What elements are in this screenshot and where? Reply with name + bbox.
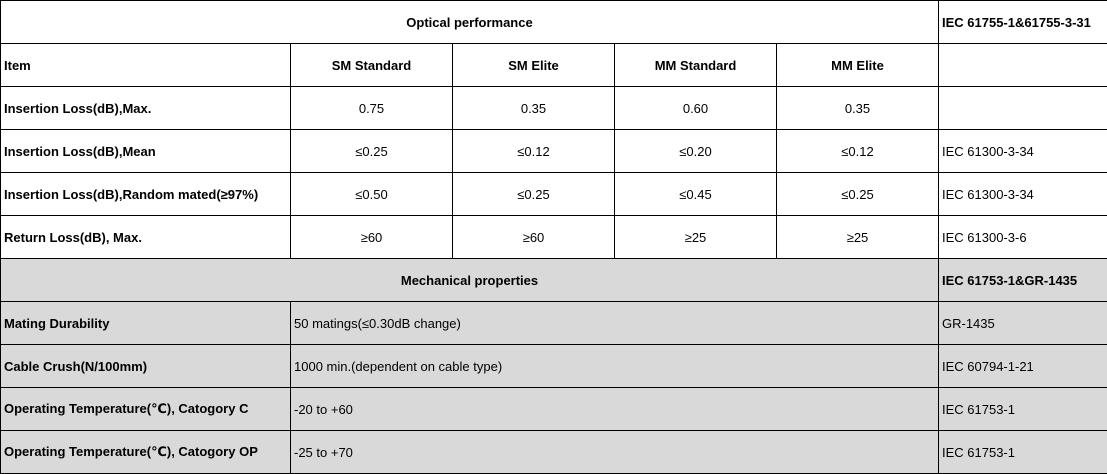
optical-title-row: Optical performance IEC 61755-1&61755-3-… (0, 0, 1107, 44)
table-cell: ≤0.12 (776, 129, 939, 173)
row-standard: IEC 61300-3-34 (938, 172, 1107, 216)
table-cell: 0.60 (614, 86, 777, 130)
row-label: Cable Crush(N/100mm) (0, 344, 291, 388)
table-row: Insertion Loss(dB),Mean ≤0.25 ≤0.12 ≤0.2… (0, 129, 1107, 173)
row-label: Insertion Loss(dB),Max. (0, 86, 291, 130)
table-row: Cable Crush(N/100mm) 1000 min.(dependent… (0, 344, 1107, 388)
optical-header-row: Item SM Standard SM Elite MM Standard MM… (0, 43, 1107, 87)
column-header-mm-standard: MM Standard (614, 43, 777, 87)
column-header-sm-standard: SM Standard (290, 43, 453, 87)
row-standard: GR-1435 (938, 301, 1107, 345)
table-row: Return Loss(dB), Max. ≥60 ≥60 ≥25 ≥25 IE… (0, 215, 1107, 259)
row-standard: IEC 61753-1 (938, 387, 1107, 431)
table-cell: ≥60 (290, 215, 453, 259)
row-standard: IEC 60794-1-21 (938, 344, 1107, 388)
table-cell: ≥25 (614, 215, 777, 259)
row-standard: IEC 61753-1 (938, 430, 1107, 474)
table-cell: 0.75 (290, 86, 453, 130)
row-label: Operating Temperature(℃), Catogory OP (0, 430, 291, 474)
column-header-sm-elite: SM Elite (452, 43, 615, 87)
mechanical-section-standard: IEC 61753-1&GR-1435 (938, 258, 1107, 302)
table-row: Operating Temperature(℃), Catogory OP -2… (0, 430, 1107, 474)
column-header-standard (938, 43, 1107, 87)
table-cell: ≤0.50 (290, 172, 453, 216)
table-row: Insertion Loss(dB),Max. 0.75 0.35 0.60 0… (0, 86, 1107, 130)
mechanical-section-title: Mechanical properties (0, 258, 939, 302)
row-label: Operating Temperature(℃), Catogory C (0, 387, 291, 431)
table-cell: ≤0.20 (614, 129, 777, 173)
row-label: Return Loss(dB), Max. (0, 215, 291, 259)
row-standard (938, 86, 1107, 130)
table-row: Insertion Loss(dB),Random mated(≥97%) ≤0… (0, 172, 1107, 216)
table-cell: ≤0.25 (290, 129, 453, 173)
row-standard: IEC 61300-3-34 (938, 129, 1107, 173)
row-value: -20 to +60 (290, 387, 939, 431)
table-cell: ≤0.25 (776, 172, 939, 216)
table-cell: ≤0.45 (614, 172, 777, 216)
row-value: 1000 min.(dependent on cable type) (290, 344, 939, 388)
table-cell: 0.35 (452, 86, 615, 130)
optical-section-standard: IEC 61755-1&61755-3-31 (938, 0, 1107, 44)
row-value: -25 to +70 (290, 430, 939, 474)
row-label: Insertion Loss(dB),Random mated(≥97%) (0, 172, 291, 216)
column-header-mm-elite: MM Elite (776, 43, 939, 87)
table-cell: ≤0.25 (452, 172, 615, 216)
table-cell: ≤0.12 (452, 129, 615, 173)
table-cell: ≥60 (452, 215, 615, 259)
row-label: Mating Durability (0, 301, 291, 345)
row-value: 50 matings(≤0.30dB change) (290, 301, 939, 345)
table-cell: ≥25 (776, 215, 939, 259)
mechanical-title-row: Mechanical properties IEC 61753-1&GR-143… (0, 258, 1107, 302)
row-label: Insertion Loss(dB),Mean (0, 129, 291, 173)
column-header-item: Item (0, 43, 291, 87)
table-row: Mating Durability 50 matings(≤0.30dB cha… (0, 301, 1107, 345)
table-cell: 0.35 (776, 86, 939, 130)
table-row: Operating Temperature(℃), Catogory C -20… (0, 387, 1107, 431)
optical-section-title: Optical performance (0, 0, 939, 44)
row-standard: IEC 61300-3-6 (938, 215, 1107, 259)
